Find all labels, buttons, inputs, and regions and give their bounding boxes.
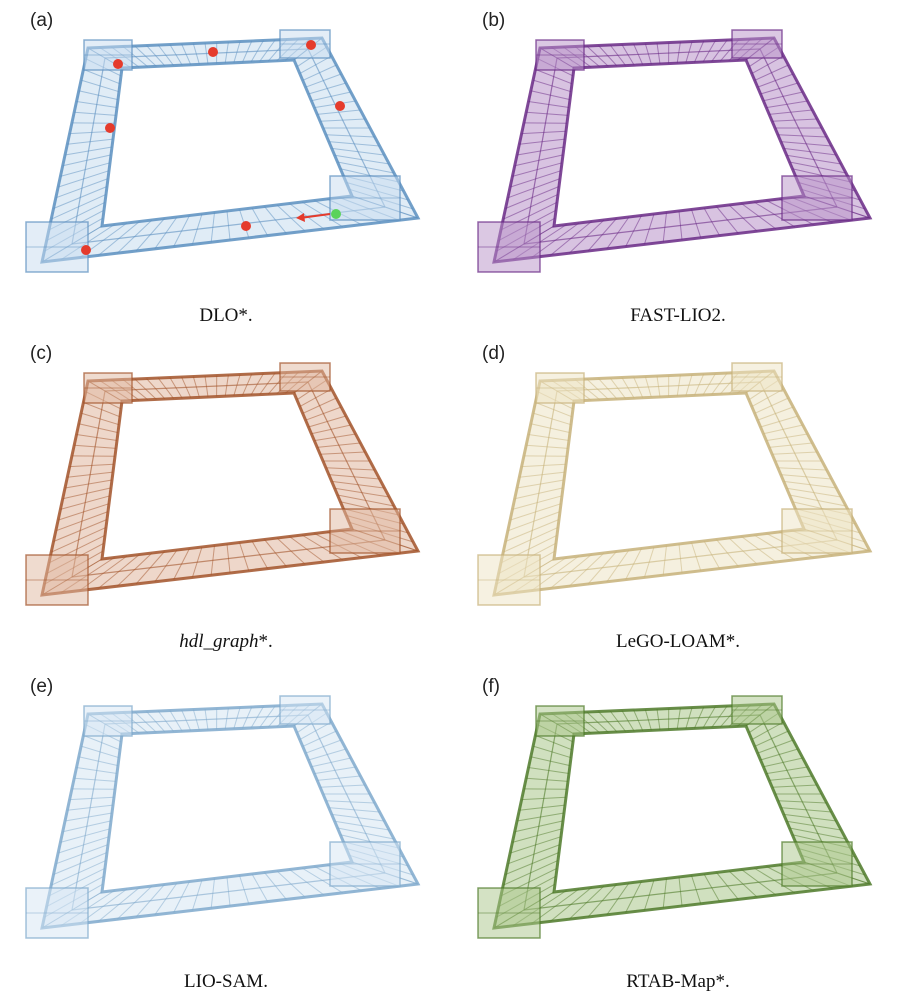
caption-e: LIO-SAM. [184, 971, 268, 992]
panel-c: (c) hdl_graph*. [0, 333, 452, 666]
panel-a: (a) DLO*. [0, 0, 452, 333]
panel-label-d: (d) [482, 343, 506, 364]
caption-d: LeGO-LOAM*. [615, 631, 740, 652]
start-marker [331, 209, 341, 219]
panel-d: (d) LeGO-LOAM*. [452, 333, 904, 666]
caption-c: hdl_graph*. [179, 631, 273, 652]
panel-e: (e) LIO-SAM. [0, 666, 452, 999]
point-cloud-map-d [477, 362, 873, 606]
waypoint-marker [306, 40, 316, 50]
caption-b: FAST-LIO2. [630, 305, 726, 326]
building-outline [25, 29, 421, 273]
building-outline [25, 695, 421, 939]
waypoint-marker [81, 245, 91, 255]
panel-f: (f) RTAB-Map*. [452, 666, 904, 999]
building-outline [477, 362, 873, 606]
waypoint-marker [105, 123, 115, 133]
panel-label-b: (b) [482, 10, 506, 31]
building-outline [25, 362, 421, 606]
trajectory-markers [81, 40, 345, 255]
panel-label-f: (f) [482, 676, 500, 697]
heading-arrow [299, 213, 331, 219]
point-cloud-map-f [477, 695, 873, 939]
waypoint-marker [208, 47, 218, 57]
point-cloud-map-e [25, 695, 421, 939]
point-cloud-map-c [25, 362, 421, 606]
point-cloud-map-a [25, 29, 421, 273]
caption-a: DLO*. [199, 305, 253, 326]
building-outline [477, 695, 873, 939]
panel-label-c: (c) [30, 343, 53, 364]
panel-b: (b) FAST-LIO2. [452, 0, 904, 333]
caption-f: RTAB-Map*. [626, 971, 730, 992]
panel-label-a: (a) [30, 10, 54, 31]
waypoint-marker [113, 59, 123, 69]
waypoint-marker [241, 221, 251, 231]
building-outline [477, 29, 873, 273]
waypoint-marker [335, 101, 345, 111]
point-cloud-map-b [477, 29, 873, 273]
panel-label-e: (e) [30, 676, 54, 697]
